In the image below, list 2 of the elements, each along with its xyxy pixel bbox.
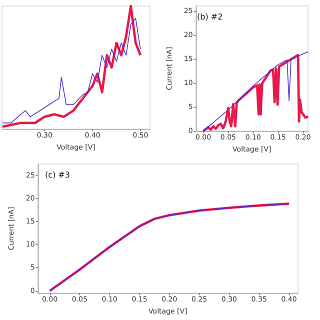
text: (b) #2 [197,12,223,22]
text: (c) #3 [45,170,70,180]
